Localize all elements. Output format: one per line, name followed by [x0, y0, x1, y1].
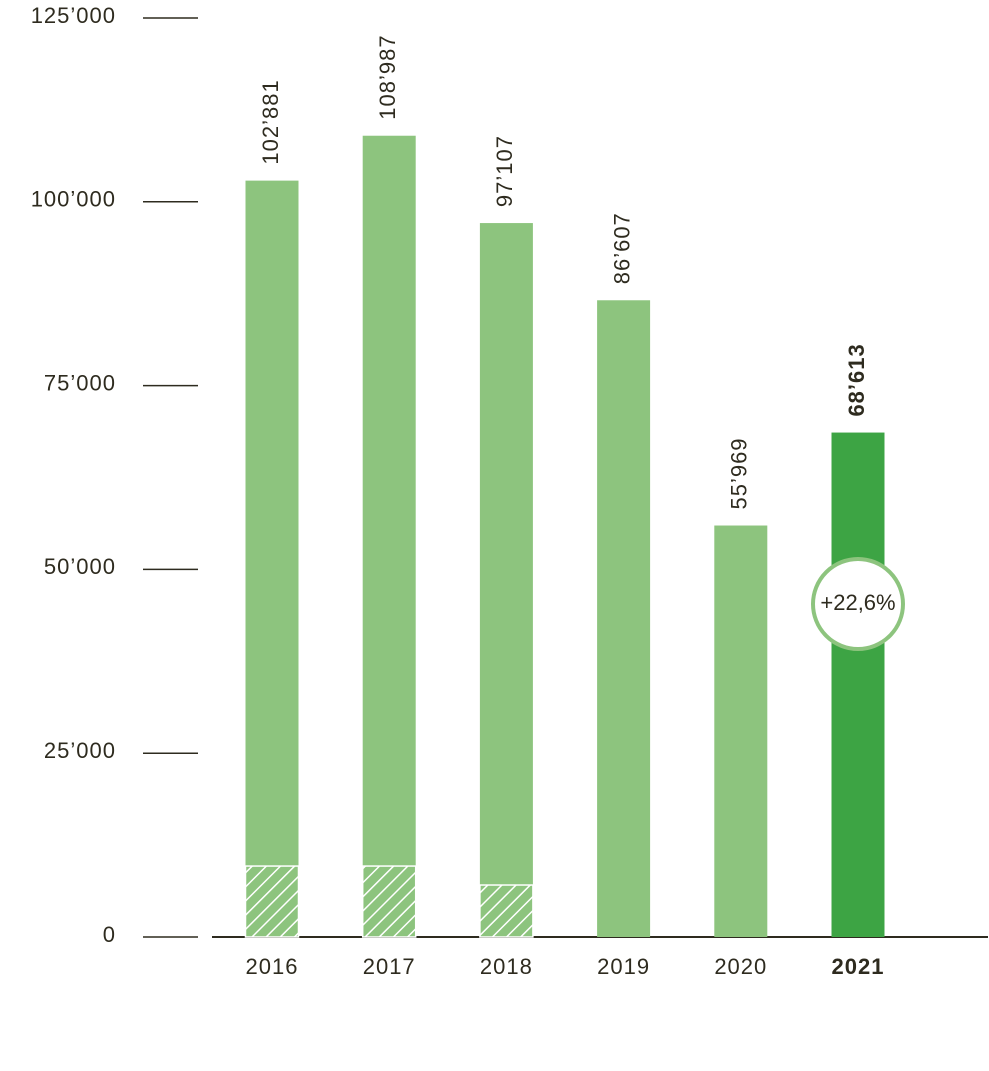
bar	[245, 180, 299, 937]
bar	[362, 135, 416, 938]
bar	[479, 223, 533, 937]
y-tick-label: 125’000	[31, 3, 116, 28]
value-label: 86’607	[609, 212, 634, 284]
value-label: 97’107	[492, 135, 517, 207]
bar	[597, 300, 651, 937]
annotation: +22,6%	[820, 590, 895, 615]
y-tick-label: 50’000	[44, 554, 116, 579]
y-tick-label: 100’000	[31, 187, 116, 212]
bar	[831, 432, 885, 937]
value-label: 55’969	[727, 437, 752, 509]
value-label: 102’881	[258, 79, 283, 164]
x-tick-label: 2018	[480, 954, 533, 979]
y-tick-label: 0	[103, 922, 116, 947]
value-label: 68’613	[844, 343, 869, 416]
y-tick-label: 75’000	[44, 370, 116, 395]
x-tick-label: 2021	[832, 954, 885, 979]
bar	[714, 525, 768, 937]
bar-subset	[479, 884, 534, 938]
bar-subset	[361, 865, 417, 938]
bar-subset	[244, 865, 300, 938]
x-tick-label: 2019	[597, 954, 650, 979]
y-tick-label: 25’000	[44, 738, 116, 763]
annotation-circle	[811, 557, 905, 651]
x-tick-label: 2020	[714, 954, 767, 979]
x-tick-label: 2017	[363, 954, 416, 979]
x-tick-label: 2016	[246, 954, 299, 979]
value-label: 108’987	[375, 34, 400, 119]
